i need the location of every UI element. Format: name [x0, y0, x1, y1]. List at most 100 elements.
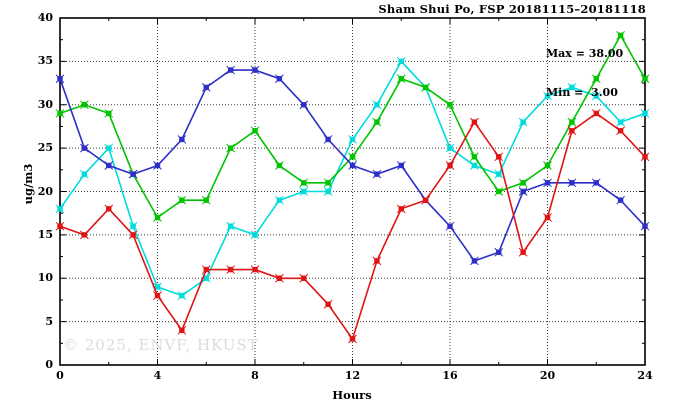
series-blue-marker [252, 67, 258, 73]
series-cyan-marker [130, 223, 136, 229]
x-tick-label: 24 [637, 369, 653, 382]
series-red-marker [544, 214, 551, 221]
series-red-marker [179, 327, 185, 333]
y-axis-label: ug/m3 [21, 163, 35, 205]
series-cyan-marker [593, 93, 599, 99]
watermark: © 2025, ENVF, HKUST [63, 336, 259, 354]
series-red-marker [422, 197, 429, 203]
series-red-marker [496, 154, 502, 160]
series-green-marker [81, 102, 88, 108]
x-tick-label: 8 [251, 369, 259, 382]
series-blue-marker [617, 197, 624, 203]
series-cyan-marker [520, 119, 526, 125]
series-blue-marker [57, 76, 63, 82]
series-red-marker [593, 110, 599, 117]
x-tick-label: 0 [56, 369, 64, 382]
series-blue-marker [569, 180, 575, 186]
x-tick-label: 4 [153, 369, 162, 382]
y-tick-label: 35 [37, 54, 53, 68]
y-tick-label: 15 [37, 227, 53, 241]
series-red-marker [617, 128, 624, 134]
series-red [55, 109, 650, 344]
series-cyan-marker [57, 206, 63, 212]
y-tick-label: 20 [37, 184, 53, 198]
series-blue-marker [520, 188, 526, 195]
series-green-marker [471, 154, 478, 160]
series-green-marker [106, 110, 112, 117]
series-green-marker [642, 76, 648, 82]
series-green-marker [179, 197, 185, 203]
series-green-marker [617, 32, 624, 39]
series-cyan-marker [106, 145, 112, 151]
series-green-marker [593, 76, 599, 82]
series-red-marker [447, 162, 453, 169]
series-green-marker [227, 145, 234, 151]
series-green-marker [276, 162, 283, 169]
series-blue-marker [227, 67, 234, 73]
min-value-label: Min = 3.00 [546, 86, 618, 99]
series-red-marker [57, 223, 63, 229]
series-cyan-marker [203, 275, 209, 281]
series-blue-marker [276, 76, 283, 82]
plot-frame [59, 17, 646, 366]
y-tick-label: 30 [37, 97, 53, 111]
series-red-marker [130, 232, 136, 238]
series-red-marker [203, 266, 209, 273]
series-green-marker [520, 180, 526, 186]
series-red-marker [252, 266, 258, 273]
series-cyan-marker [252, 232, 258, 238]
series-cyan-marker [276, 197, 283, 203]
x-tick-label: 12 [344, 369, 361, 382]
stats-annotation: Max = 38.00 Min = 3.00 [546, 21, 623, 125]
series-cyan-marker [398, 58, 404, 65]
series-red-marker [81, 232, 88, 238]
series-red-marker [471, 119, 478, 125]
series-blue-marker [642, 223, 648, 229]
series-cyan-marker [325, 188, 331, 195]
series-green-marker [203, 197, 209, 203]
series-blue-marker [471, 258, 478, 264]
series-green-marker [398, 76, 404, 82]
y-tick-label: 10 [37, 271, 53, 285]
series-cyan-marker [569, 84, 575, 91]
chart-title: Sham Shui Po, FSP 20181115–20181118 [378, 2, 646, 16]
y-tick-label: 25 [37, 141, 53, 155]
y-tick-label: 0 [45, 358, 53, 371]
series-red-marker [520, 249, 526, 255]
series-green-marker [57, 110, 63, 117]
series-cyan-marker [447, 145, 453, 151]
series-cyan-marker [642, 110, 648, 117]
series-blue-marker [179, 136, 185, 143]
series-blue-marker [398, 162, 404, 169]
series-cyan-marker [496, 171, 502, 177]
series-blue-marker [349, 162, 356, 169]
series-cyan-marker [544, 93, 551, 99]
series-green-marker [252, 128, 258, 134]
series-blue-marker [496, 249, 502, 255]
series-red-marker [398, 206, 404, 212]
series-green-marker [422, 84, 429, 91]
series-blue-marker [106, 162, 112, 169]
series-blue-marker [447, 223, 453, 229]
series-blue-marker [154, 162, 161, 169]
series-red-marker [569, 128, 575, 134]
x-axis-label: Hours [332, 388, 372, 402]
series-red-marker [349, 336, 356, 342]
series-blue-marker [203, 84, 209, 91]
series-cyan-marker [81, 171, 88, 177]
series-cyan-marker [471, 162, 478, 169]
series-cyan-marker [154, 284, 161, 290]
series-green-marker [301, 180, 307, 186]
series-cyan-marker [301, 188, 307, 195]
series-red-marker [276, 275, 283, 281]
series-blue-marker [81, 145, 88, 151]
series-blue-marker [130, 171, 136, 177]
series-cyan-marker [617, 119, 624, 125]
x-tick-label: 20 [539, 369, 556, 382]
series-green-marker [325, 180, 331, 186]
series-blue-marker [325, 136, 331, 143]
series-green-marker [447, 102, 453, 108]
series-red-marker [106, 206, 112, 212]
series-blue [55, 65, 650, 266]
